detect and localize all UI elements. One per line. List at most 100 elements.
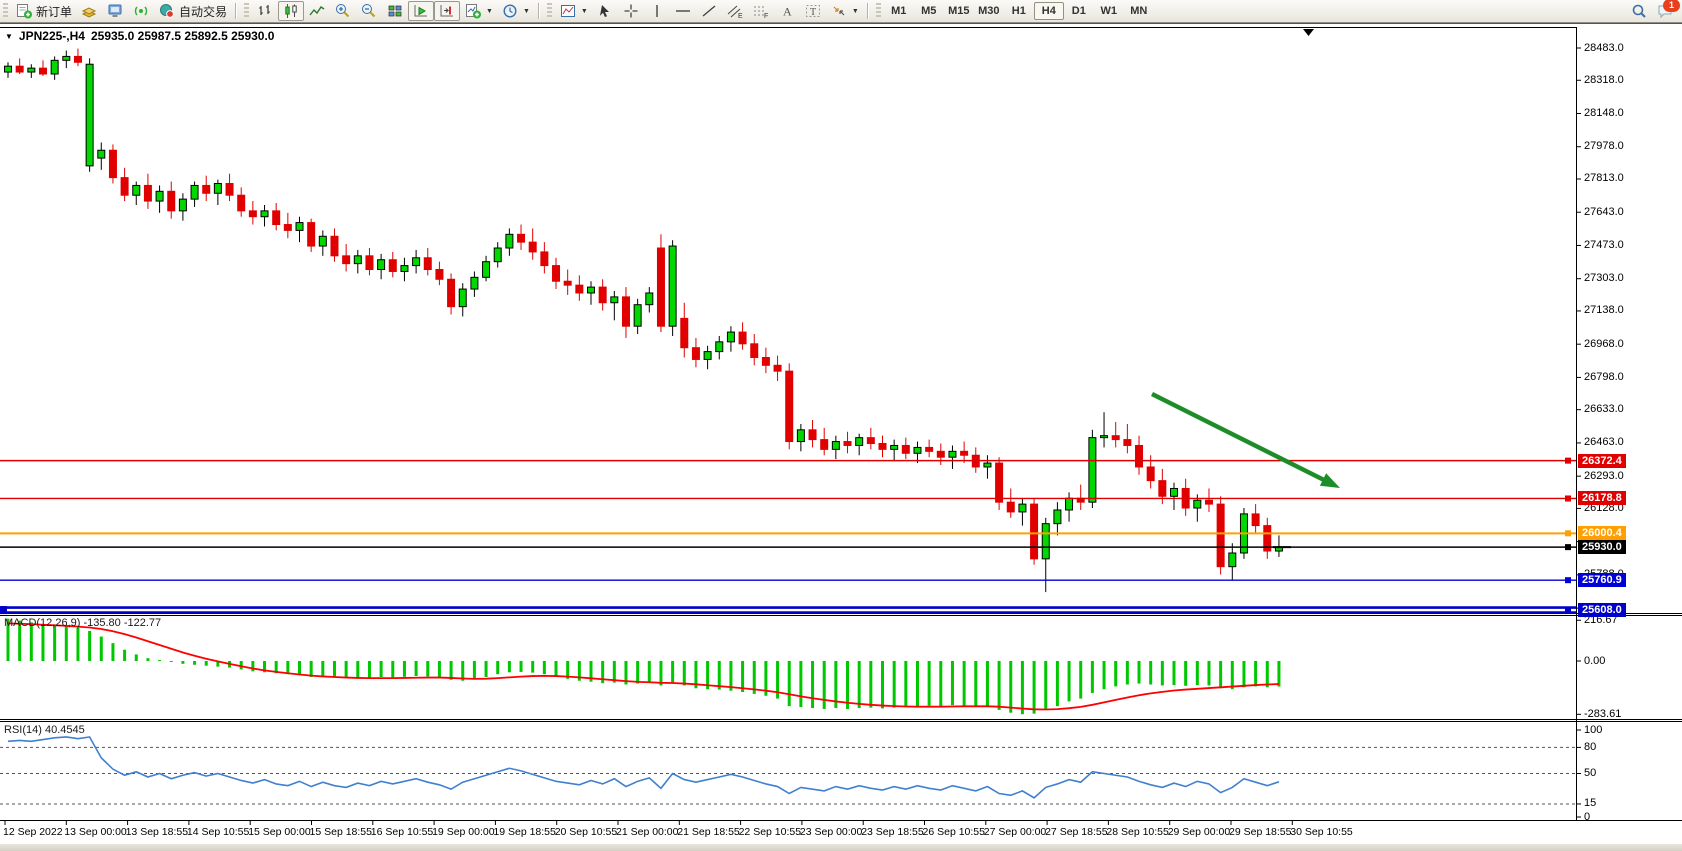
- zoom-in-button[interactable]: [330, 1, 356, 21]
- svg-text:A: A: [783, 5, 792, 19]
- arrows-button[interactable]: ▼: [826, 1, 863, 21]
- tile-windows-button[interactable]: [382, 1, 408, 21]
- new-chart-icon: [466, 4, 482, 19]
- trendline-button[interactable]: [696, 1, 722, 21]
- templates-icon: [560, 5, 575, 17]
- data-window-button[interactable]: [102, 1, 128, 21]
- axis-tick-label: 80: [1584, 740, 1597, 753]
- crosshair-button[interactable]: [618, 1, 644, 21]
- text-icon: A: [783, 5, 792, 19]
- line-chart-icon: [309, 6, 325, 16]
- new-chart-button[interactable]: ▼: [460, 1, 497, 21]
- market-watch-button[interactable]: [76, 1, 102, 21]
- time-axis-label: 28 Sep 10:55: [1106, 826, 1169, 838]
- svg-text:E: E: [738, 13, 743, 19]
- search-icon[interactable]: [1630, 3, 1648, 19]
- cursor-button[interactable]: [592, 1, 618, 21]
- auto-scroll-button[interactable]: [408, 1, 435, 21]
- arrows-dropdown-icon[interactable]: ▼: [851, 7, 859, 15]
- period-dropdown-icon[interactable]: ▼: [522, 7, 530, 15]
- notifications-button[interactable]: 1: [1656, 0, 1680, 19]
- chart-shift-button[interactable]: [434, 1, 461, 21]
- toolbar-grip: [3, 3, 8, 19]
- chart-title: ▼ JPN225-,H4 25935.0 25987.5 25892.5 259…: [5, 29, 274, 43]
- time-axis-label: 14 Sep 10:55: [186, 826, 250, 838]
- auto-trading-label: 自动交易: [179, 4, 228, 19]
- new-order-button[interactable]: 新订单: [11, 1, 76, 21]
- axis-tick-label: -283.61: [1584, 707, 1622, 720]
- axis-tick-label: 27643.0: [1584, 205, 1624, 218]
- timeframe-m1[interactable]: M1: [884, 2, 914, 20]
- axis-tick-label: 27138.0: [1584, 304, 1624, 317]
- new-chart-dropdown-icon[interactable]: ▼: [486, 7, 493, 15]
- vertical-line-icon: [656, 5, 658, 17]
- line-chart-button[interactable]: [304, 1, 330, 21]
- zoom-out-button[interactable]: [356, 1, 382, 21]
- axis-tick-label: 27473.0: [1584, 238, 1624, 251]
- auto-trading-button[interactable]: 自动交易: [154, 1, 231, 21]
- axis-tick-label: 28483.0: [1584, 41, 1624, 54]
- bar-chart-button[interactable]: [252, 1, 278, 21]
- toolbar-grip: [244, 3, 250, 19]
- candlestick-chart-button[interactable]: [278, 1, 305, 21]
- symbol-timeframe-label: JPN225-,H4: [18, 29, 85, 43]
- time-axis-label: 16 Sep 10:55: [370, 826, 434, 838]
- svg-text:F: F: [764, 13, 768, 19]
- axis-tick-label: 100: [1584, 723, 1603, 736]
- bar-chart-icon: [259, 5, 270, 15]
- time-axis-label: 13 Sep 18:55: [125, 826, 189, 838]
- timeframe-h4[interactable]: H4: [1033, 2, 1064, 20]
- vertical-line-button[interactable]: [644, 1, 670, 21]
- time-axis-label: 21 Sep 00:00: [616, 826, 679, 838]
- time-axis-label: 29 Sep 00:00: [1167, 826, 1231, 838]
- text-label-button[interactable]: T: [800, 1, 826, 21]
- toolbar-grip: [875, 3, 881, 19]
- zoom-in-icon: [336, 4, 350, 18]
- templates-button[interactable]: ▼: [555, 1, 592, 21]
- price-level-label: 25760.9: [1578, 573, 1626, 588]
- time-axis-label: 12 Sep 2022: [3, 826, 63, 838]
- templates-dropdown-icon[interactable]: ▼: [580, 7, 588, 15]
- candlestick-chart-icon: [285, 4, 297, 18]
- toolbar-separator: [235, 3, 238, 19]
- one-click-collapse-icon[interactable]: ▼: [5, 31, 13, 41]
- axis-tick-label: 26463.0: [1584, 436, 1624, 449]
- timeframe-m15[interactable]: M15: [944, 2, 974, 20]
- price-level-label: 26372.4: [1578, 453, 1626, 468]
- axis-tick-label: 27303.0: [1584, 272, 1624, 285]
- status-bar: [0, 843, 1682, 851]
- fibonacci-icon: F: [753, 6, 768, 19]
- chart-shift-icon: [440, 5, 454, 17]
- trendline-icon: [702, 5, 716, 17]
- time-axis-label: 23 Sep 18:55: [861, 826, 924, 838]
- time-axis-label: 27 Sep 00:00: [983, 826, 1047, 838]
- time-axis-label: 29 Sep 18:55: [1229, 826, 1292, 838]
- fibonacci-button[interactable]: F: [748, 1, 774, 21]
- zoom-out-icon: [362, 4, 376, 18]
- arrows-icon: [833, 6, 845, 16]
- signal-button[interactable]: [128, 1, 154, 21]
- axis-tick-label: 50: [1584, 767, 1597, 779]
- ohlc-values: 25935.0 25987.5 25892.5 25930.0: [90, 29, 275, 43]
- axis-tick-label: 0: [1584, 810, 1591, 823]
- horizontal-line-button[interactable]: [670, 1, 696, 21]
- crosshair-icon: [624, 4, 638, 18]
- timeframe-h1[interactable]: H1: [1004, 2, 1034, 20]
- equidistant-channel-icon: E: [727, 5, 743, 19]
- cursor-icon: [599, 5, 609, 17]
- timeframe-d1[interactable]: D1: [1064, 2, 1094, 20]
- timeframe-w1[interactable]: W1: [1094, 2, 1124, 20]
- timeframe-m5[interactable]: M5: [914, 2, 944, 20]
- timeframe-m30[interactable]: M30: [974, 2, 1004, 20]
- equidistant-channel-button[interactable]: E: [722, 1, 748, 21]
- timeframe-mn[interactable]: MN: [1124, 2, 1154, 20]
- period-button[interactable]: ▼: [497, 1, 534, 21]
- time-axis[interactable]: 12 Sep 2022 13 Sep 00:00 13 Sep 18:55 14 Se…: [0, 824, 1576, 842]
- price-level-label: 26000.4: [1578, 526, 1626, 541]
- signal-icon: [134, 6, 148, 16]
- text-button[interactable]: A: [774, 1, 800, 21]
- text-label-icon: T: [805, 5, 820, 18]
- time-axis-label: 15 Sep 18:55: [309, 826, 372, 838]
- axis-tick-label: 15: [1584, 797, 1597, 810]
